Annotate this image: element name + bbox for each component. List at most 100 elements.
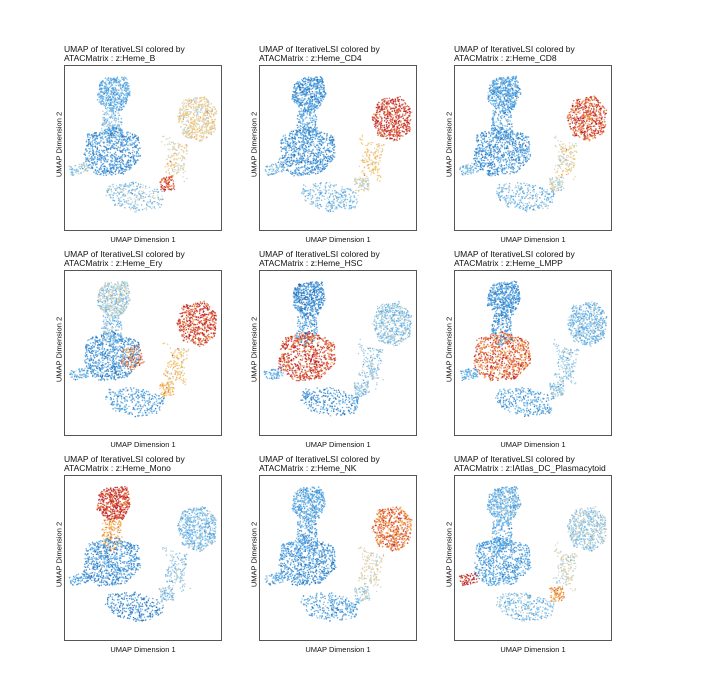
cell-point xyxy=(172,153,174,155)
cell-point xyxy=(293,175,295,177)
cell-point xyxy=(399,110,401,112)
cell-point xyxy=(91,141,94,143)
cell-point xyxy=(299,145,301,147)
cell-point xyxy=(320,182,322,184)
cell-point xyxy=(322,98,325,100)
cell-point xyxy=(103,85,106,88)
cell-point xyxy=(128,186,131,188)
cell-point xyxy=(105,113,107,116)
cell-point xyxy=(327,149,329,152)
cell-point xyxy=(388,97,391,100)
cell-point xyxy=(407,116,409,118)
cell-point xyxy=(74,165,77,167)
cell-point xyxy=(295,82,298,85)
cell-point xyxy=(312,108,315,110)
cell-point xyxy=(307,160,310,163)
cell-point xyxy=(319,184,322,186)
cell-point xyxy=(135,140,137,142)
cell-point xyxy=(116,163,119,165)
cell-point xyxy=(127,93,129,95)
cell-point xyxy=(307,87,310,90)
cell-point xyxy=(388,122,390,124)
cell-point xyxy=(318,101,321,104)
cell-point xyxy=(204,125,207,127)
cell-point xyxy=(325,137,328,140)
cell-point xyxy=(349,196,351,199)
cell-point xyxy=(314,183,317,185)
cell-point xyxy=(406,111,408,114)
cell-point xyxy=(125,88,128,91)
cell-point xyxy=(405,111,407,113)
cell-point xyxy=(387,115,389,117)
cell-point xyxy=(293,94,295,97)
cell-point xyxy=(339,197,342,200)
cell-point xyxy=(172,169,174,171)
cell-point xyxy=(196,119,198,121)
cell-point xyxy=(186,124,188,127)
cell-point xyxy=(307,157,309,159)
cell-point xyxy=(374,120,376,123)
cell-point xyxy=(114,163,117,166)
cell-point xyxy=(354,207,356,209)
cell-point xyxy=(131,133,134,136)
cell-point xyxy=(105,97,108,99)
cell-point xyxy=(317,154,320,156)
cell-point xyxy=(116,109,118,111)
cell-point xyxy=(399,108,401,111)
cell-point xyxy=(387,128,389,130)
cell-point xyxy=(122,139,125,141)
cell-point xyxy=(300,107,302,110)
cell-point xyxy=(390,120,392,123)
cell-point xyxy=(307,194,310,196)
cell-point xyxy=(96,142,98,145)
cell-point xyxy=(119,129,121,131)
cell-point xyxy=(310,95,312,97)
cell-point xyxy=(305,149,308,151)
cell-point xyxy=(112,155,115,157)
cell-point xyxy=(139,186,141,189)
cell-point xyxy=(337,202,340,204)
cell-point xyxy=(322,147,325,150)
cell-point xyxy=(324,138,326,140)
cell-point xyxy=(70,168,73,171)
cell-point xyxy=(324,93,327,95)
cell-point xyxy=(177,146,180,149)
cell-point xyxy=(329,143,331,146)
cell-point xyxy=(161,135,164,138)
cell-point xyxy=(112,124,115,127)
cell-point xyxy=(376,120,378,122)
cell-point xyxy=(209,127,211,129)
cell-point xyxy=(186,116,188,119)
cell-point xyxy=(297,151,300,153)
cell-point xyxy=(298,129,301,131)
cell-point xyxy=(318,138,320,141)
cell-point xyxy=(318,199,320,202)
cell-point xyxy=(318,186,321,189)
cell-point xyxy=(343,205,345,207)
cell-point xyxy=(117,102,120,105)
cell-point xyxy=(103,165,106,168)
cell-point xyxy=(389,119,391,121)
cell-point xyxy=(323,87,325,89)
cell-point xyxy=(208,132,211,135)
cell-point xyxy=(404,120,406,122)
cell-point xyxy=(149,195,151,198)
cell-point xyxy=(105,120,108,123)
cell-point xyxy=(307,192,310,195)
cell-point xyxy=(125,84,128,86)
cell-point xyxy=(213,131,215,133)
cell-point xyxy=(109,172,111,175)
cell-point xyxy=(308,148,310,151)
cell-point xyxy=(376,125,379,127)
cell-point xyxy=(306,158,309,161)
cell-point xyxy=(309,169,312,172)
cell-point xyxy=(111,173,113,176)
cell-point xyxy=(192,128,194,130)
cell-point xyxy=(101,97,103,99)
cell-point xyxy=(114,136,116,139)
cell-point xyxy=(315,105,317,107)
cell-point xyxy=(75,169,77,172)
cell-point xyxy=(105,112,108,114)
cell-point xyxy=(126,78,128,81)
cell-point xyxy=(392,116,394,119)
